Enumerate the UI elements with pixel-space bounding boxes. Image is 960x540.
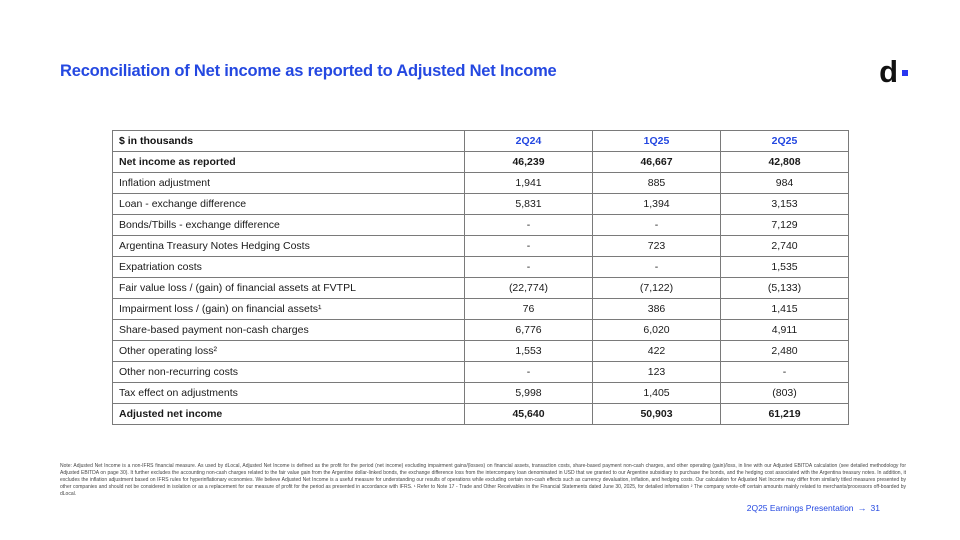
table-row: Expatriation costs - -1,535 bbox=[112, 256, 849, 278]
cell-value: 42,808 bbox=[720, 151, 849, 173]
cell-value: 1,394 bbox=[592, 193, 721, 215]
cell-value: (22,774) bbox=[464, 277, 593, 299]
row-label: Inflation adjustment bbox=[112, 172, 465, 194]
row-label: Bonds/Tbills - exchange difference bbox=[112, 214, 465, 236]
cell-value: 422 bbox=[592, 340, 721, 362]
cell-value: 46,239 bbox=[464, 151, 593, 173]
row-label: Impairment loss / (gain) on financial as… bbox=[112, 298, 465, 320]
cell-value: 1,553 bbox=[464, 340, 593, 362]
cell-value: (5,133) bbox=[720, 277, 849, 299]
cell-value: 1,941 bbox=[464, 172, 593, 194]
cell-value: 6,020 bbox=[592, 319, 721, 341]
cell-value: 123 bbox=[592, 361, 721, 383]
table-row: Net income as reported 46,239 46,667 42,808 bbox=[112, 151, 849, 173]
cell-value: 5,831 bbox=[464, 193, 593, 215]
row-label: Loan - exchange difference bbox=[112, 193, 465, 215]
slide-footer: 2Q25 Earnings Presentation → 31 bbox=[747, 503, 880, 513]
row-label: Net income as reported bbox=[112, 151, 465, 173]
table-row: Other operating loss² 1,553 422 2,480 bbox=[112, 340, 849, 362]
reconciliation-table: $ in thousands 2Q24 1Q25 2Q25 Net income… bbox=[112, 130, 849, 425]
cell-value: - bbox=[464, 361, 593, 383]
cell-value: 386 bbox=[592, 298, 721, 320]
table-row: Bonds/Tbills - exchange difference - -7,12… bbox=[112, 214, 849, 236]
cell-value: - bbox=[592, 214, 721, 236]
cell-value: 5,998 bbox=[464, 382, 593, 404]
cell-value: 2,480 bbox=[720, 340, 849, 362]
row-label: Adjusted net income bbox=[112, 403, 465, 425]
row-label: Expatriation costs bbox=[112, 256, 465, 278]
cell-value: 45,640 bbox=[464, 403, 593, 425]
table-row: Other non-recurring costs -123- bbox=[112, 361, 849, 383]
col-header-1q25: 1Q25 bbox=[592, 130, 721, 152]
col-header-units: $ in thousands bbox=[112, 130, 465, 152]
row-label: Tax effect on adjustments bbox=[112, 382, 465, 404]
cell-value: - bbox=[464, 256, 593, 278]
cell-value: 1,405 bbox=[592, 382, 721, 404]
footnote: Note: Adjusted Net Income is a non-IFRS … bbox=[60, 463, 906, 497]
cell-value: 6,776 bbox=[464, 319, 593, 341]
cell-value: (803) bbox=[720, 382, 849, 404]
cell-value: 76 bbox=[464, 298, 593, 320]
cell-value: 4,911 bbox=[720, 319, 849, 341]
cell-value: - bbox=[592, 256, 721, 278]
table-row: Inflation adjustment 1,941 885 984 bbox=[112, 172, 849, 194]
table-row: Share-based payment non-cash charges 6,77… bbox=[112, 319, 849, 341]
table-row: Argentina Treasury Notes Hedging Costs -7… bbox=[112, 235, 849, 257]
table-row: Tax effect on adjustments 5,998 1,405 (803) bbox=[112, 382, 849, 404]
cell-value: 46,667 bbox=[592, 151, 721, 173]
table-header-row: $ in thousands 2Q24 1Q25 2Q25 bbox=[112, 130, 849, 152]
cell-value: - bbox=[464, 214, 593, 236]
cell-value: 2,740 bbox=[720, 235, 849, 257]
logo-dot-icon bbox=[902, 69, 908, 76]
cell-value: 61,219 bbox=[720, 403, 849, 425]
row-label: Other non-recurring costs bbox=[112, 361, 465, 383]
cell-value: 1,535 bbox=[720, 256, 849, 278]
cell-value: - bbox=[464, 235, 593, 257]
logo-letter: d bbox=[879, 54, 898, 89]
arrow-right-icon: → bbox=[857, 503, 867, 513]
footer-label[interactable]: 2Q25 Earnings Presentation bbox=[746, 503, 854, 513]
table-row: Fair value loss / (gain) of financial as… bbox=[112, 277, 849, 299]
cell-value: (7,122) bbox=[592, 277, 721, 299]
row-label: Other operating loss² bbox=[112, 340, 465, 362]
row-label: Fair value loss / (gain) of financial as… bbox=[112, 277, 465, 299]
cell-value: 885 bbox=[592, 172, 721, 194]
row-label: Share-based payment non-cash charges bbox=[112, 319, 465, 341]
table-row: Loan - exchange difference 5,831 1,394 3,15… bbox=[112, 193, 849, 215]
cell-value: - bbox=[720, 361, 849, 383]
cell-value: 50,903 bbox=[592, 403, 721, 425]
col-header-2q25: 2Q25 bbox=[720, 130, 849, 152]
cell-value: 7,129 bbox=[720, 214, 849, 236]
cell-value: 984 bbox=[720, 172, 849, 194]
col-header-2q24: 2Q24 bbox=[464, 130, 593, 152]
cell-value: 723 bbox=[592, 235, 721, 257]
cell-value: 1,415 bbox=[720, 298, 849, 320]
table-row: Adjusted net income 45,640 50,903 61,219 bbox=[112, 403, 849, 425]
dlocal-logo: d bbox=[879, 56, 908, 87]
row-label: Argentina Treasury Notes Hedging Costs bbox=[112, 235, 465, 257]
table-row: Impairment loss / (gain) on financial as… bbox=[112, 298, 849, 320]
page-number: 31 bbox=[870, 503, 880, 513]
page-title: Reconciliation of Net income as reported… bbox=[60, 62, 557, 80]
cell-value: 3,153 bbox=[720, 193, 849, 215]
